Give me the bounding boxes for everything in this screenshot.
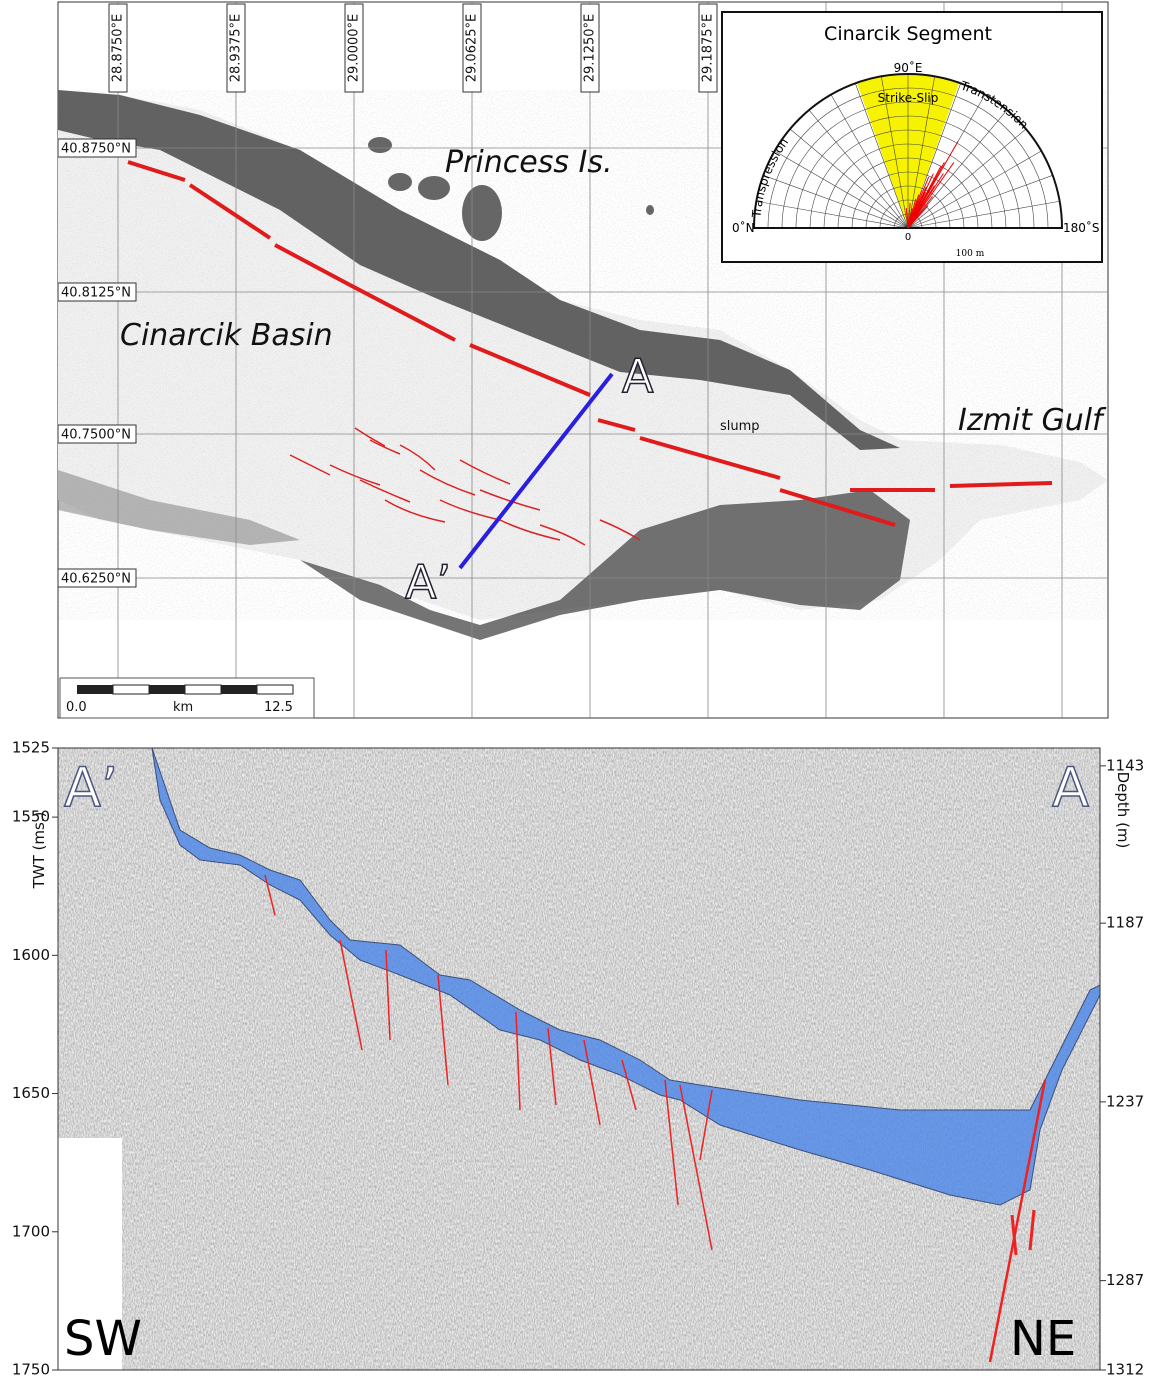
place-label: slump (720, 419, 760, 434)
rose-spoke (907, 109, 1008, 229)
depth-axis: 1143 1187 1237 1287 1312 (1100, 756, 1144, 1379)
inset-rose: Cinarcik Segment 90˚E Strike-Slip 0˚N 18… (721, 11, 1103, 263)
rose-petal (907, 205, 929, 229)
rose-spoke (830, 94, 909, 229)
rose-spoke (763, 175, 909, 229)
rose-spoke (907, 175, 1053, 229)
longitude-label: 29.0625°E (465, 14, 480, 82)
label-box (344, 3, 364, 93)
depth-tick-label: 1143 (1106, 756, 1144, 774)
rose-spoke (756, 200, 909, 229)
latitude-labels: 40.8750°N 40.8125°N 40.7500°N 40.6250°N (57, 138, 137, 588)
label-box (462, 3, 482, 93)
inset-label: 0 (905, 232, 911, 243)
scale-label: 0.0 (66, 700, 87, 715)
direction-label: NE (1010, 1311, 1076, 1367)
rose-outline (752, 73, 1064, 229)
rose-petal (907, 176, 930, 229)
inset-label: 90˚E (894, 60, 923, 75)
label-box (57, 282, 137, 302)
latitude-label: 40.6250°N (61, 572, 131, 587)
label-box (57, 138, 137, 158)
main-faults (127, 160, 1053, 527)
scale-label: 12.5 (264, 700, 293, 715)
rose-rings (756, 74, 1060, 229)
rose-petal (907, 203, 911, 229)
profile-frame (57, 747, 1101, 1371)
twt-tick-label: 1525 (12, 739, 50, 757)
profile-line (458, 372, 614, 570)
profile-end-label: A (622, 349, 654, 403)
twt-tick-label: 1700 (12, 1222, 50, 1240)
longitude-label: 29.1875°E (701, 14, 716, 82)
rose-spoke (774, 150, 909, 229)
profile-panel: 1525 1550 1600 1650 1700 1750 1143 1187 1237 128… (12, 739, 1144, 1379)
inset-title: Cinarcik Segment (824, 23, 992, 45)
rose-petal (907, 162, 945, 229)
latitude-label: 40.8125°N (61, 286, 131, 301)
scale-bar: 0.0 km 12.5 (59, 677, 315, 719)
latitude-label: 40.7500°N (61, 428, 131, 443)
place-label: Izmit Gulf (958, 403, 1107, 438)
place-label: Cinarcik Basin (120, 318, 333, 353)
label-box (580, 3, 600, 93)
inset-label: Strike-Slip (878, 91, 939, 105)
longitude-label: 29.0000°E (347, 14, 362, 82)
rose-spoke (907, 150, 1042, 229)
rose-spoke (907, 76, 936, 229)
label-box (226, 3, 246, 93)
twt-tick-label: 1550 (12, 808, 50, 826)
rose-spoke (789, 128, 909, 229)
profile-end-label: A’ (405, 555, 451, 609)
label-box (57, 424, 137, 444)
south-escarpment (300, 490, 910, 640)
rose-petal (905, 208, 909, 229)
north-escarpment (58, 90, 900, 450)
minor-faults (289, 427, 641, 546)
southwest-slope (58, 470, 300, 545)
rose-spoke (907, 128, 1027, 229)
depth-tick-label: 1287 (1106, 1271, 1144, 1289)
twt-axis: 1525 1550 1600 1650 1700 1750 (12, 739, 58, 1379)
twt-tick-label: 1650 (12, 1084, 50, 1102)
rose-petal (907, 173, 944, 229)
label-box (698, 3, 718, 93)
longitude-label: 28.8750°E (111, 14, 126, 82)
twt-tick-label: 1750 (12, 1361, 50, 1379)
axis-title: Depth (m) (1114, 772, 1132, 849)
profile-faults (264, 874, 1047, 1363)
axis-title: TWT (ms.) (30, 812, 48, 890)
depth-tick-label: 1237 (1106, 1092, 1144, 1110)
profile-end-label: A’ (64, 756, 118, 819)
profile-end-label: A (1052, 756, 1089, 819)
depth-tick-label: 1187 (1106, 914, 1144, 932)
inset-label: 0˚N (732, 220, 755, 235)
latitude-label: 40.8750°N (61, 142, 131, 157)
scale-label: km (173, 700, 193, 715)
longitude-label: 29.1250°E (583, 14, 598, 82)
inset-label: 180˚S (1063, 220, 1100, 235)
rose-petals (905, 141, 959, 229)
label-box (108, 3, 128, 93)
depth-tick-label: 1312 (1106, 1361, 1144, 1379)
longitude-label: 28.9375°E (229, 14, 244, 82)
direction-label: SW (64, 1311, 142, 1367)
twt-tick-label: 1600 (12, 946, 50, 964)
graticule (58, 2, 1108, 718)
no-data-area (58, 1138, 122, 1370)
rose-spoke (855, 83, 909, 229)
rose-spoke (880, 76, 909, 229)
longitude-labels: 28.8750°E 28.9375°E 29.0000°E 29.0625°E 29.1… (108, 3, 718, 93)
label-box (57, 568, 137, 588)
inset-label: 100 m (956, 249, 985, 259)
place-label: Princess Is. (445, 145, 613, 180)
rose-spoke (808, 109, 909, 229)
rose-spoke (907, 200, 1060, 229)
sediment-unit (151, 747, 1101, 1206)
